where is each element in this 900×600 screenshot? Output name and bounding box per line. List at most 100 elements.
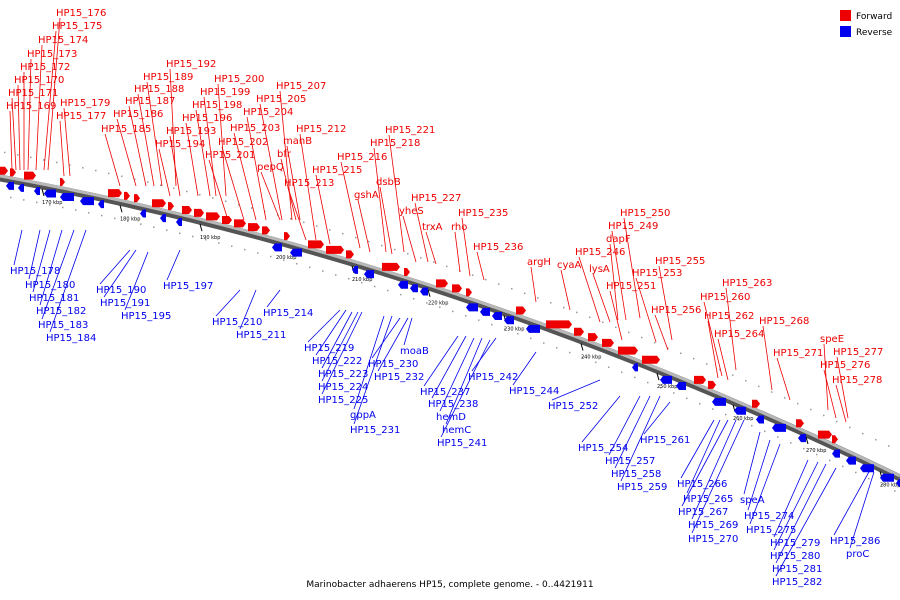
reverse-gene [504,316,514,325]
forward-gene-label: HP15_200 [214,74,264,85]
guide-dot [790,442,792,444]
forward-leader-line [609,243,619,321]
guide-dot [439,306,441,308]
forward-leader-line [703,301,723,377]
tick-mark [656,373,660,381]
guide-dot [589,316,591,319]
reverse-gene-label: hemC [442,425,471,436]
guide-dot [199,193,201,196]
forward-gene-label: argH [527,257,551,268]
tick-label: 220 kbp [428,301,448,307]
legend-reverse-swatch [840,26,851,37]
reverse-gene-label: HP15_232 [374,372,424,383]
forward-leader-line [592,273,611,323]
reverse-gene-label: HP15_225 [318,395,368,406]
tick-label: 280 kbp [880,482,900,488]
guide-dot [576,311,578,314]
guide-dot [56,161,58,164]
guide-dot [634,376,636,379]
forward-gene-label: HP15_169 [6,101,56,112]
forward-gene-label: HP15_193 [166,126,216,137]
forward-gene-label: HP15_236 [473,242,523,253]
guide-dot [361,281,363,284]
reverse-leader-line [680,419,715,479]
reverse-gene-label: HP15_183 [38,320,88,331]
guide-dot [686,397,688,400]
forward-gene-label: HP15_172 [20,62,70,73]
reverse-leader-line [773,461,819,551]
forward-leader-line [623,217,641,319]
forward-gene-label: HP15_278 [832,375,882,386]
forward-leader-line [611,230,627,321]
guide-dot [257,252,259,254]
guide-dot [582,356,584,359]
reverse-leader-line [353,315,385,410]
reverse-gene [410,284,418,293]
guide-dot [784,397,786,399]
forward-leader-line [35,44,43,171]
forward-gene-label: HP15_185 [101,124,151,135]
reverse-leader-line [403,317,413,346]
guide-dot [413,297,415,300]
guide-dot [420,257,422,259]
forward-gene [182,205,192,214]
guide-dot [303,221,305,224]
guide-dot [322,270,324,272]
forward-leader-line [169,135,181,197]
reverse-gene-label: HP15_274 [744,511,794,522]
forward-gene-label: HP15_205 [256,94,306,105]
reverse-leader-line [747,439,771,511]
forward-gene-label: gshA [354,190,379,201]
guide-dot [23,199,25,201]
reverse-gene [734,406,746,415]
guide-dot [673,392,675,394]
reverse-leader-line [691,419,745,534]
forward-gene-label: HP15_194 [155,139,205,150]
reverse-leader-line [608,395,641,456]
reverse-gene-label: hemD [436,412,466,423]
forward-gene-label: dsbB [376,177,401,188]
tick-label: 180 kbp [120,216,140,222]
reverse-gene [398,280,408,289]
tick-label: 250 kbp [657,384,677,390]
guide-dot [777,436,779,438]
guide-dot [296,262,298,265]
forward-gene-label: HP15_250 [620,208,670,219]
genome-backbone [0,174,900,482]
reverse-gene-label: HP15_286 [830,536,880,547]
reverse-leader-line [581,395,621,443]
reverse-gene-label: HP15_180 [25,280,75,291]
guide-dot [95,169,97,172]
reverse-leader-line [321,311,359,382]
reverse-leader-line [353,315,393,425]
guide-dot [524,292,526,295]
guide-dot [101,214,103,217]
reverse-leader-line [103,249,137,298]
backbone-shadow [0,174,900,482]
reverse-leader-line [445,337,483,425]
forward-gene [194,208,204,217]
forward-gene [818,430,832,439]
forward-gene [134,194,140,203]
forward-leader-line [425,231,437,265]
forward-leader-line [357,199,371,253]
guide-dot [504,328,506,330]
guide-dot [699,402,701,405]
label-leader-lines [9,17,875,577]
forward-gene [152,199,166,208]
guide-dot [602,321,604,324]
guide-dot [647,381,649,384]
forward-gene [24,171,36,180]
reverse-leader-line [99,249,131,285]
forward-leader-line [762,325,773,391]
guide-dot [868,477,870,480]
forward-gene-label: HP15_246 [575,247,625,258]
tick-label: 200 kbp [276,255,296,261]
reverse-gene-label: HP15_178 [10,266,60,277]
forward-leader-line [17,84,21,171]
forward-gene-label: HP15_189 [143,72,193,83]
forward-gene [222,216,232,225]
reverse-gene-label: HP15_257 [605,456,655,467]
reverse-gene [772,423,786,432]
guide-dot [615,326,617,329]
